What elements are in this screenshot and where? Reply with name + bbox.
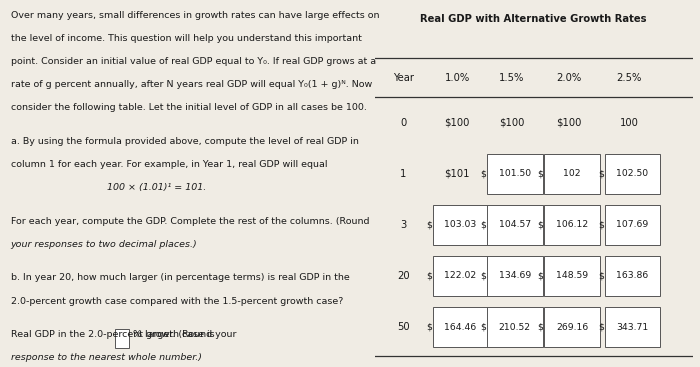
Text: $: $ — [426, 272, 432, 280]
Text: $100: $100 — [556, 118, 582, 128]
Text: 122.02: 122.02 — [444, 272, 477, 280]
Text: 343.71: 343.71 — [617, 323, 649, 331]
Text: $: $ — [480, 169, 486, 178]
Text: $100: $100 — [444, 118, 470, 128]
Text: 102: 102 — [564, 169, 581, 178]
Text: rate of g percent annually, after N years real GDP will equal Y₀(1 + g)ᴺ. Now: rate of g percent annually, after N year… — [10, 80, 372, 90]
Text: 101.50: 101.50 — [498, 169, 531, 178]
Text: $100: $100 — [499, 118, 524, 128]
Bar — [544, 205, 600, 245]
Text: 104.57: 104.57 — [498, 221, 531, 229]
Text: $101: $101 — [444, 169, 470, 179]
Text: 102.50: 102.50 — [617, 169, 648, 178]
Text: $: $ — [538, 272, 543, 280]
Text: 107.69: 107.69 — [617, 221, 649, 229]
Text: $: $ — [538, 221, 543, 229]
Text: $: $ — [598, 272, 604, 280]
Text: $: $ — [538, 323, 543, 331]
Text: 100 × (1.01)¹ = 101.: 100 × (1.01)¹ = 101. — [106, 183, 206, 192]
Bar — [605, 154, 660, 194]
Text: 2.0-percent growth case compared with the 1.5-percent growth case?: 2.0-percent growth case compared with th… — [10, 297, 343, 306]
Text: Real GDP with Alternative Growth Rates: Real GDP with Alternative Growth Rates — [421, 14, 647, 24]
Text: 148.59: 148.59 — [556, 272, 588, 280]
Text: $: $ — [480, 323, 486, 331]
Bar — [605, 256, 660, 296]
Bar — [544, 307, 600, 347]
Text: 1.5%: 1.5% — [499, 73, 524, 83]
Text: Real GDP in the 2.0-percent growth case is: Real GDP in the 2.0-percent growth case … — [10, 330, 217, 339]
Text: 269.16: 269.16 — [556, 323, 588, 331]
Text: the level of income. This question will help you understand this important: the level of income. This question will … — [10, 34, 361, 43]
Text: 100: 100 — [620, 118, 638, 128]
Bar — [433, 307, 489, 347]
Text: column 1 for each year. For example, in Year 1, real GDP will equal: column 1 for each year. For example, in … — [10, 160, 327, 169]
Text: 103.03: 103.03 — [444, 221, 477, 229]
Text: 1.0%: 1.0% — [444, 73, 470, 83]
Text: 164.46: 164.46 — [444, 323, 477, 331]
Text: $: $ — [538, 169, 543, 178]
Text: $: $ — [480, 221, 486, 229]
Bar — [115, 328, 129, 348]
Text: $: $ — [426, 221, 432, 229]
Text: response to the nearest whole number.): response to the nearest whole number.) — [10, 353, 202, 362]
Text: 1: 1 — [400, 169, 407, 179]
Bar — [544, 154, 600, 194]
Text: 163.86: 163.86 — [617, 272, 649, 280]
Text: 0: 0 — [400, 118, 406, 128]
Text: $: $ — [426, 323, 432, 331]
Text: Over many years, small differences in growth rates can have large effects on: Over many years, small differences in gr… — [10, 11, 379, 20]
Text: 2.5%: 2.5% — [617, 73, 642, 83]
Bar — [486, 154, 542, 194]
Bar — [486, 307, 542, 347]
Bar — [605, 205, 660, 245]
Bar — [433, 256, 489, 296]
Text: % larger. (Round your: % larger. (Round your — [133, 330, 237, 339]
Text: a. By using the formula provided above, compute the level of real GDP in: a. By using the formula provided above, … — [10, 137, 358, 146]
Text: point. Consider an initial value of real GDP equal to Y₀. If real GDP grows at a: point. Consider an initial value of real… — [10, 57, 376, 66]
Text: 2.0%: 2.0% — [556, 73, 582, 83]
Text: consider the following table. Let the initial level of GDP in all cases be 100.: consider the following table. Let the in… — [10, 103, 367, 113]
Bar — [544, 256, 600, 296]
Text: $: $ — [480, 272, 486, 280]
Text: b. In year 20, how much larger (in percentage terms) is real GDP in the: b. In year 20, how much larger (in perce… — [10, 273, 349, 283]
Text: $: $ — [598, 221, 604, 229]
Text: $: $ — [598, 169, 604, 178]
Text: 3: 3 — [400, 220, 406, 230]
Text: your responses to two decimal places.): your responses to two decimal places.) — [10, 240, 197, 249]
Text: For each year, compute the GDP. Complete the rest of the columns. (Round: For each year, compute the GDP. Complete… — [10, 217, 369, 226]
Text: 210.52: 210.52 — [498, 323, 531, 331]
Text: 50: 50 — [397, 322, 410, 332]
Text: Year: Year — [393, 73, 414, 83]
Bar — [605, 307, 660, 347]
Text: 134.69: 134.69 — [498, 272, 531, 280]
Bar — [486, 205, 542, 245]
Text: 20: 20 — [397, 271, 410, 281]
Text: $: $ — [598, 323, 604, 331]
Bar — [433, 205, 489, 245]
Bar — [486, 256, 542, 296]
Text: 106.12: 106.12 — [556, 221, 588, 229]
